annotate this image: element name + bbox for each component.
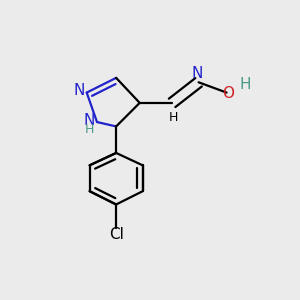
Text: H: H	[239, 77, 250, 92]
Text: H: H	[169, 110, 178, 124]
Text: N: N	[84, 113, 95, 128]
Text: Cl: Cl	[109, 227, 124, 242]
Text: N: N	[191, 66, 203, 81]
Text: O: O	[222, 86, 234, 101]
Text: H: H	[85, 123, 94, 136]
Text: N: N	[73, 83, 84, 98]
